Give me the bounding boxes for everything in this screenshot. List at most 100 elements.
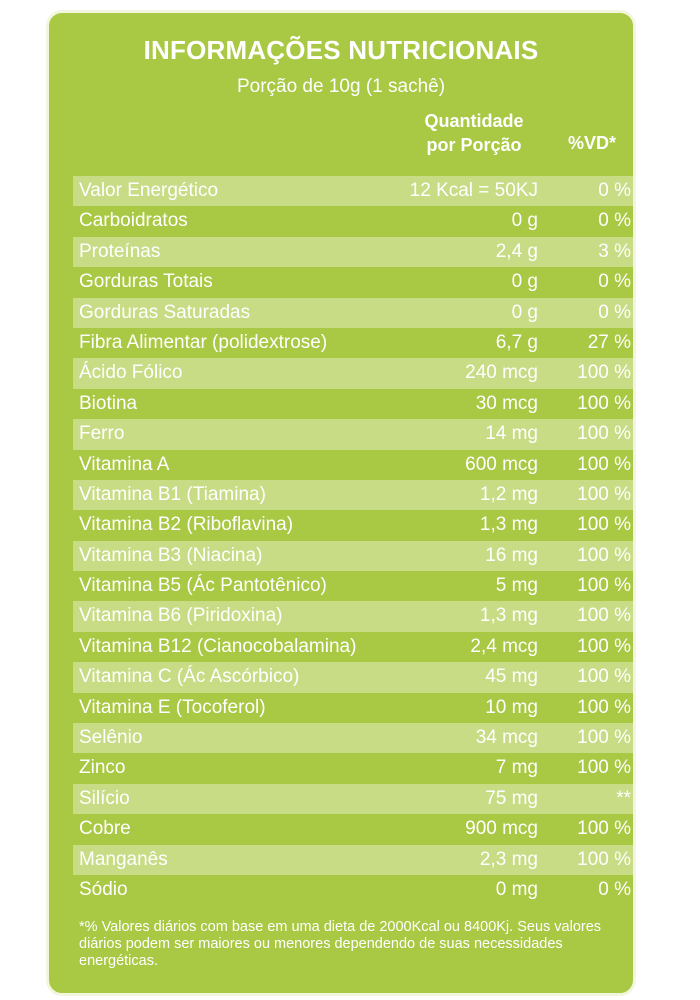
serving-size: Porção de 10g (1 sachê) — [236, 76, 446, 97]
nutrient-row: Biotina 30 mcg 100 % — [73, 389, 633, 419]
nutrient-quantity: 10 mg — [485, 696, 538, 718]
nutrient-row: Proteínas 2,4 g 3 % — [73, 236, 633, 268]
nutrient-name: Proteínas — [79, 240, 161, 262]
nutrient-quantity: 0 g — [511, 271, 538, 293]
nutrient-daily-value: 100 % — [577, 727, 631, 749]
column-header-quantity: Quantidade por Porção — [404, 109, 544, 157]
nutrient-quantity: 2,4 mcg — [470, 635, 538, 657]
nutrient-daily-value: 100 % — [577, 423, 631, 445]
nutrient-daily-value: 100 % — [577, 757, 631, 779]
nutrient-name: Ácido Fólico — [79, 362, 183, 384]
nutrient-row: Zinco 7 mg 100 % — [73, 753, 633, 783]
nutrient-row: Selênio 34 mcg 100 % — [73, 723, 633, 754]
nutrient-quantity: 12 Kcal = 50KJ — [409, 180, 538, 201]
nutrient-row: Carboidratos 0 g 0 % — [73, 206, 633, 236]
nutrient-daily-value: 100 % — [577, 392, 631, 414]
nutrient-row: Vitamina B5 (Ác Pantotênico) 5 mg 100 % — [73, 571, 633, 601]
nutrient-row: Gorduras Saturadas 0 g 0 % — [73, 297, 633, 328]
nutrient-daily-value: 100 % — [577, 483, 631, 505]
nutrient-row: Valor Energético 12 Kcal = 50KJ 0 % — [73, 176, 633, 207]
nutrient-quantity: 600 mcg — [465, 453, 538, 475]
nutrient-daily-value: 0 % — [598, 210, 631, 232]
nutrient-name: Vitamina A — [79, 453, 170, 475]
nutrient-row: Gorduras Totais 0 g 0 % — [73, 267, 633, 297]
nutrient-row: Vitamina B6 (Piridoxina) 1,3 mg 100 % — [73, 601, 633, 632]
nutrient-table: Valor Energético 12 Kcal = 50KJ 0 % Carboi… — [73, 176, 633, 905]
nutrient-name: Vitamina B12 (Cianocobalamina) — [79, 635, 357, 657]
nutrient-name: Cobre — [79, 818, 131, 840]
nutrient-quantity: 34 mcg — [475, 727, 538, 749]
nutrient-daily-value: 100 % — [577, 575, 631, 597]
nutrient-daily-value: 0 % — [598, 271, 631, 293]
nutrient-daily-value: 0 % — [598, 878, 631, 900]
nutrient-name: Sódio — [79, 878, 128, 900]
nutrient-daily-value: 27 % — [587, 331, 631, 353]
nutrient-daily-value: 100 % — [577, 544, 631, 566]
nutrient-row: Ferro 14 mg 100 % — [73, 419, 633, 450]
nutrient-row: Ácido Fólico 240 mcg 100 % — [73, 358, 633, 389]
panel-title: INFORMAÇÕES NUTRICIONAIS — [143, 35, 539, 65]
nutrient-name: Vitamina B3 (Niacina) — [79, 544, 263, 566]
column-header-quantity-line1: Quantidade — [424, 111, 524, 131]
nutrient-daily-value: 0 % — [598, 180, 631, 201]
nutrient-quantity: 6,7 g — [495, 331, 538, 353]
nutrient-row: Fibra Alimentar (polidextrose) 6,7 g 27 % — [73, 328, 633, 358]
nutrient-name: Vitamina B2 (Riboflavina) — [79, 514, 294, 536]
nutrient-daily-value: 100 % — [577, 635, 631, 657]
nutrient-daily-value: 100 % — [577, 514, 631, 536]
nutrient-name: Selênio — [79, 727, 143, 749]
nutrient-row: Vitamina E (Tocoferol) 10 mg 100 % — [73, 693, 633, 723]
nutrient-name: Valor Energético — [79, 180, 219, 201]
nutrient-name: Vitamina B6 (Piridoxina) — [79, 605, 283, 627]
nutrient-quantity: 2,4 g — [495, 240, 538, 262]
nutrient-daily-value: 100 % — [577, 453, 631, 475]
nutrient-daily-value: 100 % — [577, 696, 631, 718]
nutrient-quantity: 1,3 mg — [479, 605, 538, 627]
nutrient-name: Vitamina E (Tocoferol) — [79, 696, 266, 718]
nutrient-quantity: 16 mg — [485, 544, 538, 566]
nutrient-quantity: 5 mg — [495, 575, 538, 597]
nutrient-daily-value: ** — [616, 787, 631, 809]
nutrient-daily-value: 100 % — [577, 605, 631, 627]
nutrient-daily-value: 100 % — [577, 362, 631, 384]
nutrient-name: Manganês — [79, 848, 168, 870]
nutrient-row: Vitamina B2 (Riboflavina) 1,3 mg 100 % — [73, 510, 633, 540]
nutrient-quantity: 7 mg — [495, 757, 538, 779]
nutrient-quantity: 900 mcg — [465, 818, 538, 840]
nutrient-quantity: 14 mg — [485, 423, 538, 445]
column-header-daily-value: %VD* — [567, 133, 616, 153]
nutrient-row: Silício 75 mg ** — [73, 783, 633, 815]
nutrient-name: Silício — [79, 787, 130, 809]
nutrient-quantity: 240 mcg — [465, 362, 538, 384]
nutrient-row: Vitamina B1 (Tiamina) 1,2 mg 100 % — [73, 479, 633, 511]
nutrient-quantity: 1,3 mg — [479, 514, 538, 536]
nutrient-daily-value: 100 % — [577, 818, 631, 840]
nutrient-quantity: 0 mg — [495, 878, 538, 900]
nutrient-row: Vitamina B3 (Niacina) 16 mg 100 % — [73, 540, 633, 572]
nutrient-daily-value: 100 % — [577, 666, 631, 688]
nutrient-quantity: 2,3 mg — [479, 848, 538, 870]
nutrient-quantity: 1,2 mg — [479, 483, 538, 505]
nutrient-row: Vitamina B12 (Cianocobalamina) 2,4 mcg 100… — [73, 632, 633, 662]
nutrient-row: Sódio 0 mg 0 % — [73, 875, 633, 905]
nutrient-quantity: 30 mcg — [475, 392, 538, 414]
nutrient-name: Vitamina B5 (Ác Pantotênico) — [79, 575, 327, 597]
nutrient-name: Vitamina B1 (Tiamina) — [79, 483, 266, 505]
column-header-quantity-line2: por Porção — [426, 135, 522, 155]
nutrient-quantity: 75 mg — [485, 787, 538, 809]
nutrient-name: Fibra Alimentar (polidextrose) — [79, 331, 328, 353]
nutrient-daily-value: 0 % — [598, 301, 631, 323]
nutrient-name: Biotina — [79, 392, 138, 414]
nutrient-row: Vitamina C (Ác Ascórbico) 45 mg 100 % — [73, 662, 633, 693]
nutrient-name: Carboidratos — [79, 210, 188, 232]
nutrient-name: Vitamina C (Ác Ascórbico) — [79, 666, 300, 688]
nutrient-daily-value: 3 % — [598, 240, 631, 262]
nutrient-row: Manganês 2,3 mg 100 % — [73, 844, 633, 875]
nutrient-daily-value: 100 % — [577, 848, 631, 870]
nutrient-row: Vitamina A 600 mcg 100 % — [73, 450, 633, 480]
nutrient-quantity: 0 g — [511, 210, 538, 232]
nutrient-name: Gorduras Saturadas — [79, 301, 251, 323]
nutrient-name: Ferro — [79, 423, 125, 445]
nutrient-row: Cobre 900 mcg 100 % — [73, 814, 633, 844]
nutrient-name: Gorduras Totais — [79, 271, 213, 293]
